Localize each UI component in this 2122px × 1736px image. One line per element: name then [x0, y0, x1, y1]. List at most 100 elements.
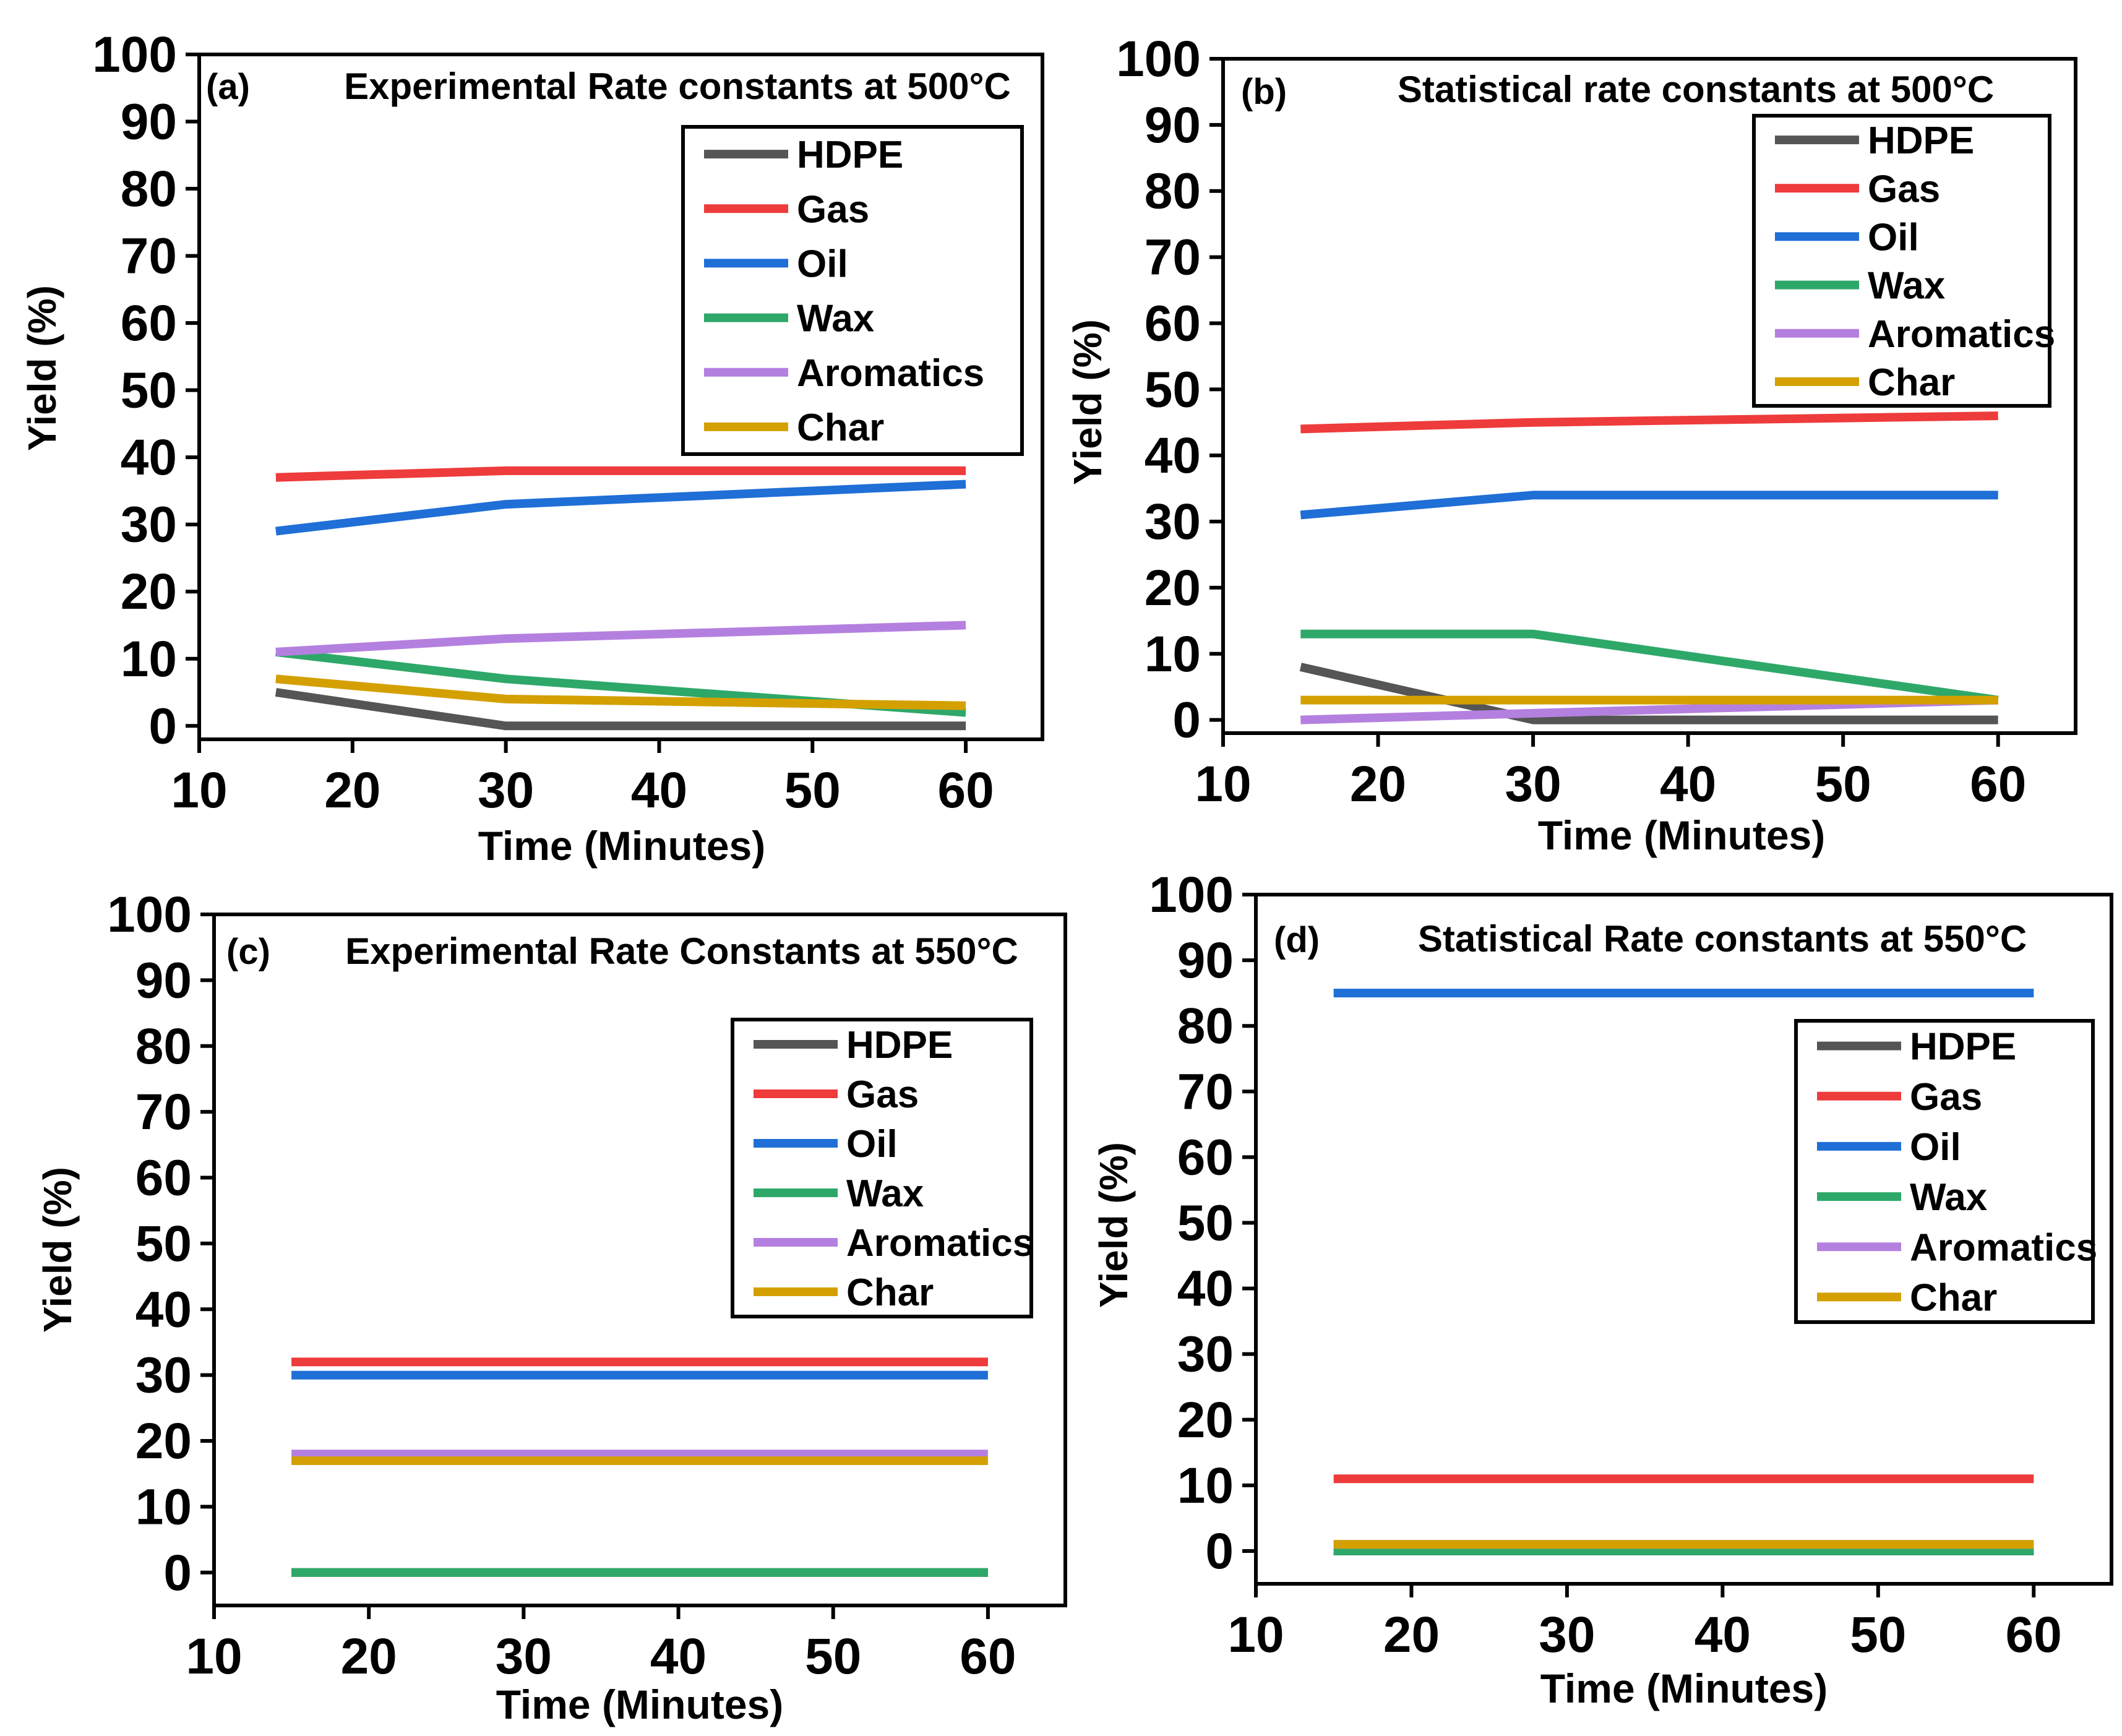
legend-label: Oil: [1868, 216, 1919, 259]
y-tick-label: 90: [1145, 97, 1201, 153]
y-tick-label: 90: [121, 94, 177, 150]
legend-label: Gas: [846, 1073, 919, 1116]
x-tick-label: 60: [960, 1628, 1016, 1685]
x-tick-label: 50: [1815, 756, 1871, 812]
y-tick-label: 0: [1205, 1523, 1234, 1579]
y-tick-label: 90: [1177, 932, 1234, 989]
legend-label: Gas: [1868, 168, 1940, 210]
y-tick-label: 20: [121, 564, 177, 620]
legend-frame: [681, 125, 1024, 456]
x-tick-label: 40: [1660, 756, 1716, 812]
legend-label: Aromatics: [846, 1222, 1034, 1265]
y-tick-label: 50: [1177, 1195, 1234, 1251]
y-tick-label: 40: [1177, 1261, 1234, 1317]
legend-label: HDPE: [1910, 1026, 2016, 1068]
y-tick-label: 10: [135, 1479, 192, 1535]
panel-c: 10 20 30 40 50 60 0 10 20 30 40 50 60 70 80 90 100 (c) Exp…: [35, 887, 1067, 1727]
y-tick-label: 100: [107, 887, 192, 943]
legend-label: Gas: [797, 188, 869, 231]
x-axis-label: Time (Minutes): [1538, 812, 1825, 858]
x-tick-label: 20: [1383, 1607, 1440, 1663]
y-tick-label: 80: [135, 1018, 192, 1075]
y-tick-label: 100: [92, 27, 177, 83]
panel-label: (b): [1241, 72, 1287, 112]
legend-entry-aromatics: Aromatics: [704, 352, 984, 395]
x-tick-label: 10: [171, 762, 227, 819]
panel-label: (c): [226, 932, 270, 972]
legend-entry-wax: Wax: [704, 298, 875, 340]
y-tick-label: 40: [121, 429, 177, 486]
chart-title: Statistical rate constants at 500°C: [1398, 69, 1994, 110]
legend-label: Oil: [846, 1123, 898, 1166]
y-tick-label: 30: [135, 1347, 192, 1404]
legend-entry-hdpe: HDPE: [754, 1024, 953, 1067]
series-line-oil: [275, 479, 966, 536]
legend-label: HDPE: [1868, 119, 1974, 162]
x-tick-label: 30: [478, 762, 534, 819]
x-tick-label: 40: [631, 762, 687, 819]
legend-entry-oil: Oil: [1775, 216, 1919, 259]
y-tick-label: 60: [1145, 295, 1201, 351]
legend-entry-hdpe: HDPE: [1775, 119, 1974, 162]
legend-entry-oil: Oil: [754, 1123, 898, 1166]
y-tick-label: 30: [121, 497, 177, 553]
legend-entry-wax: Wax: [1775, 265, 1946, 307]
legend-label: Aromatics: [1910, 1226, 2097, 1269]
series-line-aromatics: [275, 621, 966, 656]
x-tick-label: 20: [341, 1628, 397, 1685]
x-tick-label: 50: [805, 1628, 861, 1685]
legend-label: Wax: [797, 298, 875, 340]
x-tick-label: 40: [650, 1628, 707, 1685]
panel-a: 10 20 30 40 50 60 0 10 20 30 40 50 60 70 80 90 100 (a) Exp…: [20, 27, 1044, 869]
legend-entry-aromatics: Aromatics: [1817, 1226, 2097, 1269]
y-tick-label: 100: [1116, 31, 1201, 87]
y-tick-label: 60: [121, 295, 177, 351]
y-tick-label: 60: [135, 1150, 192, 1206]
legend-label: Gas: [1910, 1076, 1982, 1119]
y-tick-label: 50: [135, 1216, 192, 1272]
series-line-gas: [1300, 411, 1998, 434]
y-tick-label: 70: [1177, 1064, 1234, 1120]
y-tick-label: 70: [1145, 230, 1201, 286]
y-axis-label: Yield (%): [1091, 1142, 1136, 1308]
series-line-oil: [1300, 491, 1998, 520]
legend: HDPE Gas Oil Wax Aromatics Char: [681, 125, 1024, 456]
y-tick-label: 100: [1149, 867, 1234, 923]
legend-entry-wax: Wax: [754, 1172, 924, 1215]
y-tick-label: 50: [121, 363, 177, 419]
legend-entry-gas: Gas: [704, 188, 869, 231]
x-tick-label: 10: [1227, 1607, 1284, 1663]
y-axis-label: Yield (%): [1065, 319, 1110, 485]
legend: HDPE Gas Oil Wax Aromatics Char: [1794, 1019, 2097, 1324]
legend-frame: [731, 1018, 1033, 1318]
legend-entry-aromatics: Aromatics: [754, 1222, 1034, 1265]
legend-label: Wax: [846, 1172, 924, 1215]
legend-entry-oil: Oil: [704, 243, 848, 285]
legend-entry-wax: Wax: [1817, 1176, 1988, 1219]
series-line-hdpe: [1299, 663, 1998, 724]
y-tick-label: 20: [135, 1413, 192, 1469]
x-tick-label: 30: [1539, 1607, 1595, 1663]
legend-entry-char: Char: [704, 406, 884, 449]
panel-b: 10 20 30 40 50 60 0 10 20 30 40 50 60 70 80 90 100 (b) Sta…: [1065, 31, 2077, 858]
legend-label: Wax: [1910, 1176, 1988, 1219]
legend: HDPE Gas Oil Wax Aromatics Char: [1752, 114, 2055, 408]
series-line-aromatics: [1300, 695, 1998, 724]
legend-label: Wax: [1868, 265, 1946, 307]
y-tick-label: 30: [1145, 494, 1201, 550]
panel-label: (d): [1274, 920, 1320, 960]
legend-label: HDPE: [797, 134, 903, 176]
y-tick-label: 10: [121, 631, 177, 687]
legend-entry-char: Char: [1817, 1276, 1997, 1319]
legend-label: HDPE: [846, 1024, 953, 1067]
legend: HDPE Gas Oil Wax Aromatics Char: [731, 1018, 1034, 1318]
legend-entry-hdpe: HDPE: [1817, 1026, 2016, 1068]
plot-frame: [197, 53, 1044, 741]
legend-entry-char: Char: [754, 1271, 934, 1314]
series-line-hdpe: [275, 688, 966, 731]
legend-label: Char: [797, 406, 884, 449]
x-tick-label: 60: [2006, 1607, 2062, 1663]
x-tick-label: 50: [1850, 1607, 1906, 1663]
chart-title: Statistical Rate constants at 550°C: [1418, 918, 2027, 960]
